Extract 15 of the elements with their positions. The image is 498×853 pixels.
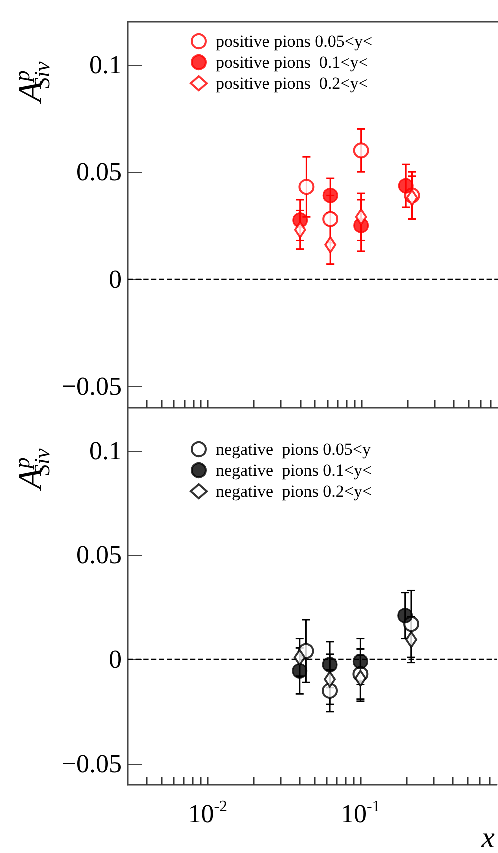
legend-label: negative pions 0.05<y — [216, 440, 372, 459]
y-tick-label: −0.05 — [62, 372, 122, 402]
y-tick-label: 0.05 — [76, 540, 122, 570]
legend-label: positive pions 0.1<y< — [216, 53, 368, 72]
x-axis-title: x — [480, 822, 496, 853]
y-tick-label: 0.05 — [76, 158, 122, 187]
legend-label: negative pions 0.1<y< — [216, 461, 372, 480]
y-tick-label: 0 — [109, 264, 122, 294]
legend-label: positive pions 0.2<y< — [216, 74, 368, 93]
y-tick-label: 0.1 — [90, 436, 122, 466]
legend-label: negative pions 0.2<y< — [216, 482, 372, 501]
legend-label: positive pions 0.05<y< — [216, 32, 373, 51]
y-tick-label: 0.1 — [90, 50, 122, 80]
y-tick-label: 0 — [109, 645, 122, 674]
y-tick-label: −0.05 — [62, 750, 122, 779]
